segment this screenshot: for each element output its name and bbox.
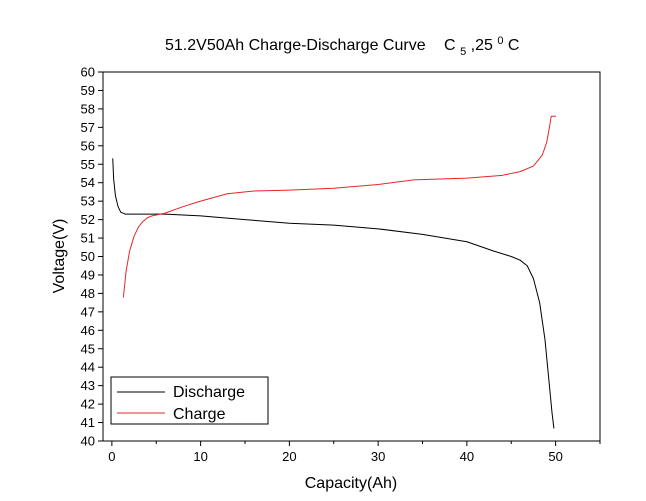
chart-title-main: 51.2V50Ah Charge-Discharge Curve <box>165 37 426 54</box>
x-tick-label: 0 <box>108 449 115 464</box>
chart-title-sup: 0 <box>497 35 503 47</box>
y-tick-label: 54 <box>81 175 95 190</box>
series-line-discharge <box>112 158 555 429</box>
x-tick-label: 40 <box>460 449 474 464</box>
y-tick-label: 55 <box>81 157 95 172</box>
y-tick-label: 53 <box>81 194 95 209</box>
legend-label-charge: Charge <box>173 406 226 423</box>
chart-title-sub: 5 <box>460 46 466 58</box>
y-axis-label: Voltage(V) <box>51 219 68 294</box>
y-tick-label: 60 <box>81 65 95 80</box>
y-tick-label: 56 <box>81 138 95 153</box>
y-tick-label: 42 <box>81 397 95 412</box>
x-axis-label: Capacity(Ah) <box>305 475 397 492</box>
y-tick-label: 46 <box>81 323 95 338</box>
y-tick-label: 58 <box>81 101 95 116</box>
y-tick-label: 40 <box>81 434 95 449</box>
series-layer <box>112 115 557 429</box>
y-tick-label: 59 <box>81 83 95 98</box>
x-tick-label: 10 <box>193 449 207 464</box>
y-tick-label: 50 <box>81 249 95 264</box>
x-tick-label: 20 <box>282 449 296 464</box>
y-tick-label: 41 <box>81 415 95 430</box>
axis-ticks: 0 10 20 30 40 50 40 41 42 43 44 45 46 47 48 49 50 51 52 53 5… <box>81 65 601 464</box>
y-tick-label: 45 <box>81 341 95 356</box>
y-tick-label: 49 <box>81 267 95 282</box>
chart-title-sep: ,25 <box>471 37 493 54</box>
legend: Discharge Charge <box>110 376 269 425</box>
y-tick-label: 47 <box>81 304 95 319</box>
x-tick-label: 50 <box>548 449 562 464</box>
y-tick-label: 43 <box>81 378 95 393</box>
y-tick-label: 57 <box>81 120 95 135</box>
chart-title-unit: C <box>508 37 520 54</box>
y-tick-label: 44 <box>81 360 95 375</box>
x-tick-label: 30 <box>371 449 385 464</box>
y-tick-label: 48 <box>81 286 95 301</box>
y-tick-label: 51 <box>81 231 95 246</box>
legend-box <box>110 376 269 425</box>
chart-title: 51.2V50Ah Charge-Discharge Curve C 5 ,25… <box>165 31 519 59</box>
legend-label-discharge: Discharge <box>173 384 245 401</box>
series-line-charge <box>122 115 557 298</box>
chart-title-c: C <box>444 37 456 54</box>
y-tick-label: 52 <box>81 212 95 227</box>
